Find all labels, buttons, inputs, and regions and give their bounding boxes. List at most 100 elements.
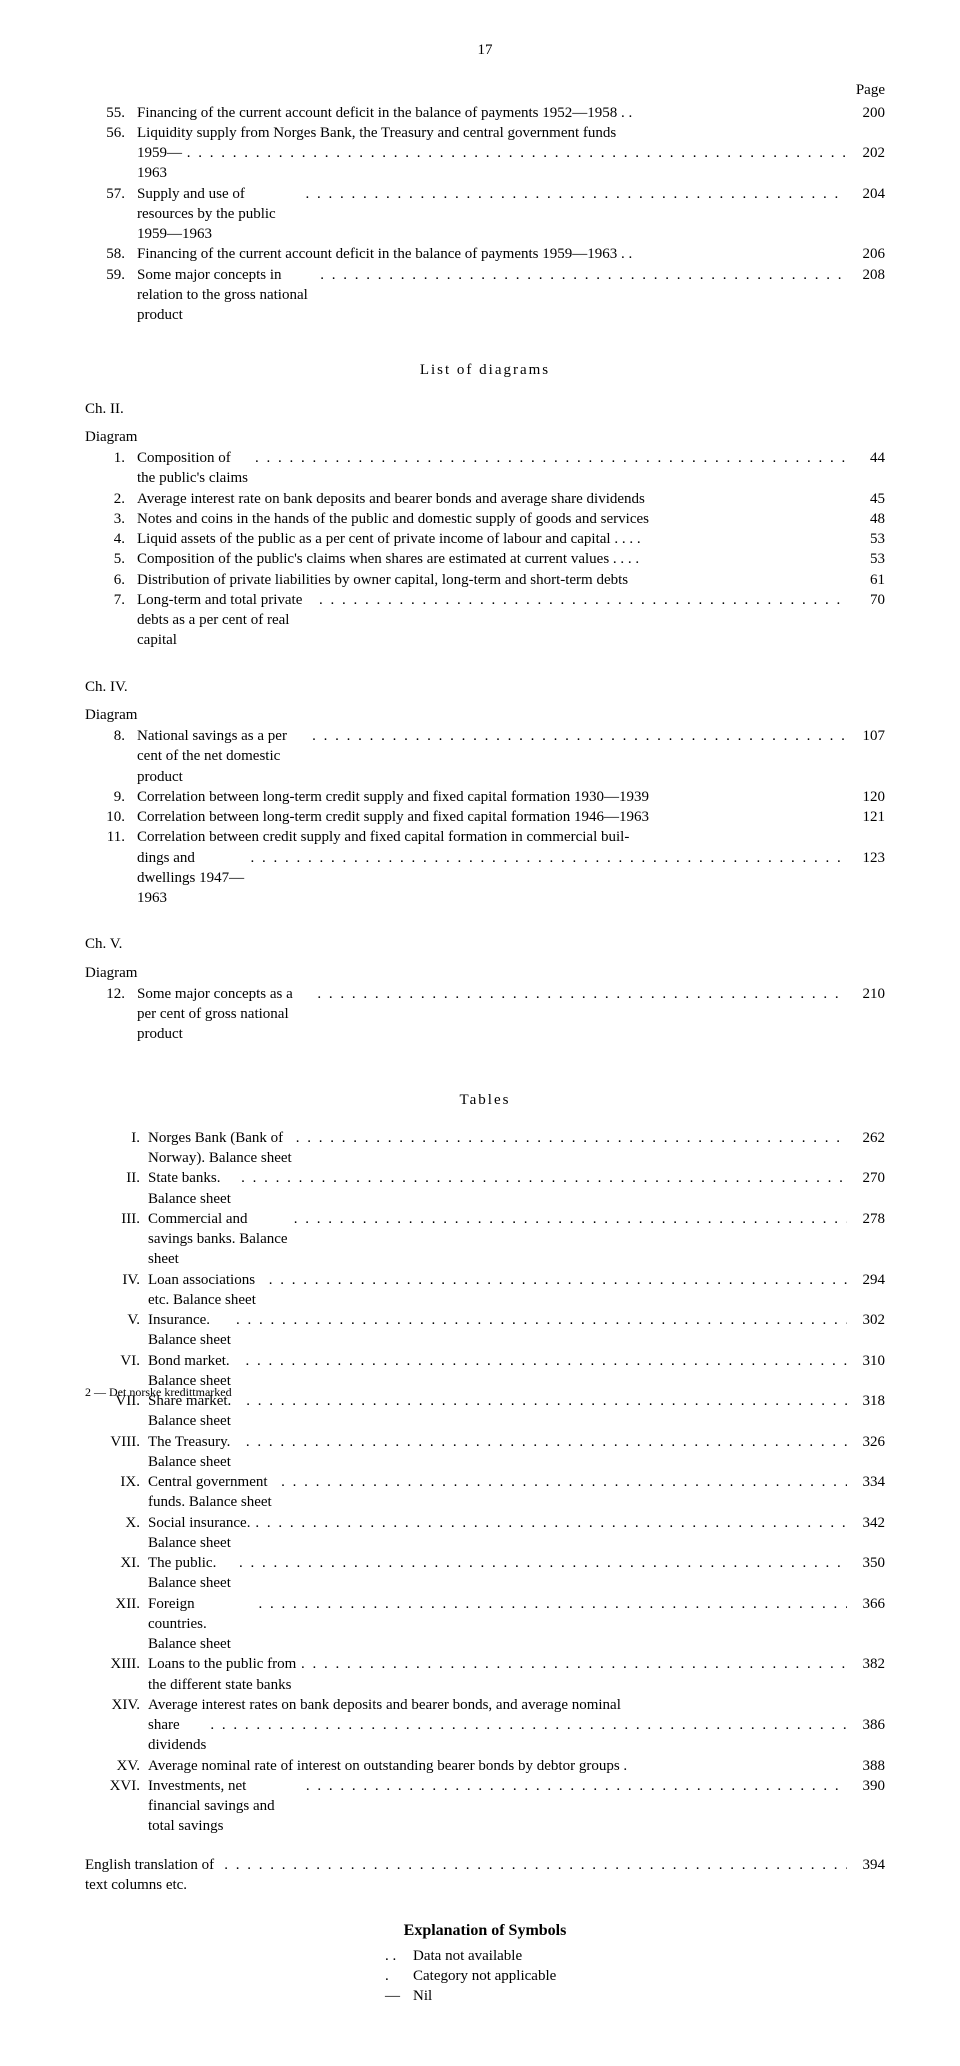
toc-row: X.Social insurance. Balance sheet342: [85, 1513, 885, 1554]
leader-dots: [232, 1310, 847, 1330]
diagram-label-2: Diagram: [85, 705, 885, 725]
toc-page: 334: [847, 1472, 885, 1492]
toc-page: 70: [847, 590, 885, 610]
toc-row: 4.Liquid assets of the public as a per c…: [85, 529, 885, 549]
toc-row: 57.Supply and use of resources by the pu…: [85, 184, 885, 245]
toc-text: Long-term and total private debts as a p…: [137, 590, 315, 651]
leader-dots: [183, 143, 847, 163]
leader-dots: [242, 1432, 847, 1452]
toc-text: Financing of the current account deficit…: [137, 244, 847, 264]
toc-page: 210: [847, 984, 885, 1004]
toc-number: 6.: [85, 570, 137, 590]
leader-dots: [316, 265, 847, 285]
toc-text-cont: dings and dwellings 1947—1963: [85, 848, 247, 909]
toc-text: Investments, net financial savings and t…: [148, 1776, 302, 1837]
toc-row: III.Commercial and savings banks. Balanc…: [85, 1209, 885, 1270]
toc-text: Some major concepts in relation to the g…: [137, 265, 316, 326]
toc-row: 5.Composition of the public's claims whe…: [85, 549, 885, 569]
toc-page: 278: [847, 1209, 885, 1229]
toc-number: XV.: [85, 1756, 148, 1776]
toc-number: 56.: [85, 123, 137, 143]
leader-dots: [297, 1654, 847, 1674]
toc-row: XII.Foreign countries. Balance sheet366: [85, 1594, 885, 1655]
toc-page: 45: [847, 489, 885, 509]
toc-text: Central government funds. Balance sheet: [148, 1472, 277, 1513]
toc-page: 342: [847, 1513, 885, 1533]
toc-number: II.: [85, 1168, 148, 1188]
toc-text: Norges Bank (Bank of Norway). Balance sh…: [148, 1128, 292, 1169]
toc-page: 262: [847, 1128, 885, 1148]
toc-page: 204: [847, 184, 885, 204]
toc-top-block: 55. Financing of the current account defi…: [85, 103, 885, 326]
symbol-key: . .: [385, 1946, 413, 1966]
toc-row: VIII.The Treasury. Balance sheet326: [85, 1432, 885, 1473]
page-header: Page: [85, 80, 885, 100]
leader-dots: [251, 1513, 847, 1533]
toc-text: Distribution of private liabilities by o…: [137, 570, 847, 590]
toc-text: Liquid assets of the public as a per cen…: [137, 529, 847, 549]
toc-page: 382: [847, 1654, 885, 1674]
leader-dots: [315, 590, 847, 610]
toc-row: 9.Correlation between long-term credit s…: [85, 787, 885, 807]
leader-dots: [235, 1553, 847, 1573]
toc-row: II.State banks. Balance sheet270: [85, 1168, 885, 1209]
ch2-label: Ch. II.: [85, 399, 885, 419]
toc-number: V.: [85, 1310, 148, 1330]
symbol-row: —Nil: [385, 1986, 885, 2006]
toc-text-cont: share dividends: [85, 1715, 206, 1756]
ch5-block: 12.Some major concepts as a per cent of …: [85, 984, 885, 1045]
toc-row-cont: 1959—1963202: [85, 143, 885, 184]
leader-dots: [277, 1472, 847, 1492]
toc-page: 318: [847, 1391, 885, 1411]
toc-row: 2.Average interest rate on bank deposits…: [85, 489, 885, 509]
toc-page: 208: [847, 265, 885, 285]
tables-title: Tables: [85, 1090, 885, 1110]
toc-number: 2.: [85, 489, 137, 509]
toc-text: Average interest rate on bank deposits a…: [137, 489, 847, 509]
toc-text: Social insurance. Balance sheet: [148, 1513, 251, 1554]
toc-row: XI.The public. Balance sheet350: [85, 1553, 885, 1594]
toc-number: IV.: [85, 1270, 148, 1290]
ch5-label: Ch. V.: [85, 934, 885, 954]
diagram-label-3: Diagram: [85, 963, 885, 983]
toc-text: Composition of the public's claims when …: [137, 549, 847, 569]
leader-dots: [265, 1270, 847, 1290]
toc-page: 61: [847, 570, 885, 590]
toc-text: National savings as a per cent of the ne…: [137, 726, 308, 787]
toc-row: 56.Liquidity supply from Norges Bank, th…: [85, 123, 885, 143]
diagrams-title: List of diagrams: [85, 360, 885, 380]
toc-page: 390: [847, 1776, 885, 1796]
toc-text: Commercial and savings banks. Balance sh…: [148, 1209, 290, 1270]
symbol-desc: Nil: [413, 1986, 432, 2006]
toc-number: 12.: [85, 984, 137, 1004]
toc-number: 9.: [85, 787, 137, 807]
toc-text: Correlation between long-term credit sup…: [137, 787, 847, 807]
toc-text: Average interest rates on bank deposits …: [148, 1695, 621, 1715]
ch2-block: 1.Composition of the public's claims442.…: [85, 448, 885, 651]
symbol-key: .: [385, 1966, 413, 1986]
toc-text: The Treasury. Balance sheet: [148, 1432, 242, 1473]
toc-number: 7.: [85, 590, 137, 610]
english-trans-text: English translation of text columns etc.: [85, 1855, 220, 1896]
toc-row: IX.Central government funds. Balance she…: [85, 1472, 885, 1513]
toc-page: 326: [847, 1432, 885, 1452]
toc-number: 10.: [85, 807, 137, 827]
toc-number: 55.: [85, 103, 137, 123]
toc-number: VI.: [85, 1351, 148, 1371]
toc-page: 53: [847, 549, 885, 569]
toc-page: 121: [847, 807, 885, 827]
toc-text: Liquidity supply from Norges Bank, the T…: [137, 123, 616, 143]
toc-page: 366: [847, 1594, 885, 1614]
leader-dots: [292, 1128, 847, 1148]
toc-number: 3.: [85, 509, 137, 529]
toc-number: XIV.: [85, 1695, 148, 1715]
symbol-row: . .Data not available: [385, 1946, 885, 1966]
symbol-row: .Category not applicable: [385, 1966, 885, 1986]
toc-page: 44: [847, 448, 885, 468]
toc-page: 202: [847, 143, 885, 163]
toc-row: 1.Composition of the public's claims44: [85, 448, 885, 489]
toc-page: 350: [847, 1553, 885, 1573]
toc-page: 388: [847, 1756, 885, 1776]
toc-page: 270: [847, 1168, 885, 1188]
toc-row: XV.Average nominal rate of interest on o…: [85, 1756, 885, 1776]
